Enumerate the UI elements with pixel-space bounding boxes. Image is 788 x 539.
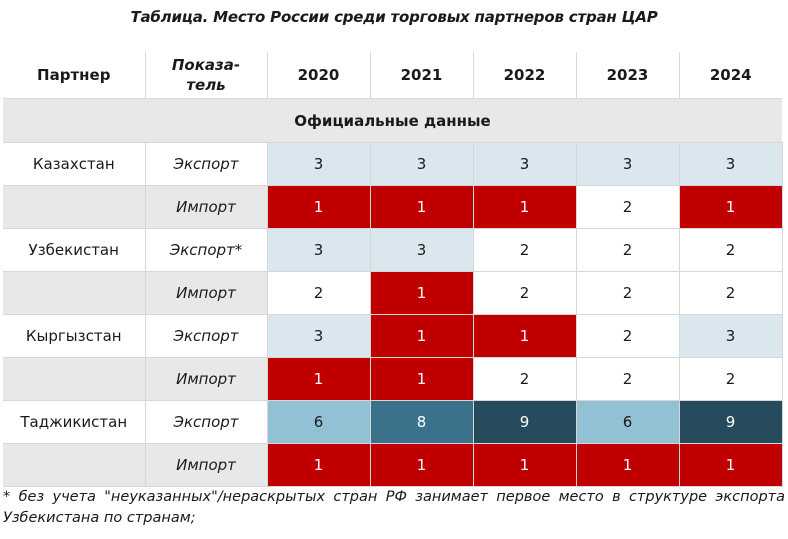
partner-cell [3, 271, 146, 315]
rank-cell: 2 [678, 357, 783, 401]
rank-cell: 3 [369, 142, 474, 186]
rank-cell: 1 [369, 443, 474, 487]
rank-cell: 2 [678, 271, 783, 315]
rank-cell: 2 [472, 271, 577, 315]
section-label: Официальные данные [3, 98, 782, 143]
rank-cell: 1 [266, 357, 371, 401]
rank-cell: 1 [369, 314, 474, 358]
indicator-cell: Импорт [144, 443, 268, 487]
header-indicator: Показа-тель [144, 52, 267, 99]
partner-cell [3, 357, 146, 401]
table-row: Узбекистан Экспорт* 3 3 2 2 2 [3, 228, 783, 272]
rank-cell: 3 [369, 228, 474, 272]
table-row: Импорт 1 1 1 2 1 [3, 185, 783, 229]
footnote: * без учета "неуказанных"/нераскрытых ст… [3, 489, 785, 526]
header-year: 2020 [266, 52, 370, 99]
table-row: Казахстан Экспорт 3 3 3 3 3 [3, 142, 783, 186]
rank-cell: 9 [472, 400, 577, 444]
table-row: Импорт 1 1 1 1 1 [3, 443, 783, 487]
rank-cell: 2 [575, 185, 680, 229]
rank-cell: 2 [266, 271, 371, 315]
rank-cell: 6 [266, 400, 371, 444]
rank-cell: 6 [575, 400, 680, 444]
rank-cell: 2 [575, 228, 680, 272]
rank-cell: 1 [575, 443, 680, 487]
section-row: Официальные данные [3, 98, 782, 143]
rank-cell: 2 [575, 314, 680, 358]
indicator-cell: Импорт [144, 357, 268, 401]
partner-cell: Таджикистан [3, 400, 146, 444]
header-row: Партнер Показа-тель 2020 2021 2022 2023 … [3, 52, 782, 99]
partner-cell: Кыргызстан [3, 314, 146, 358]
table-title: Таблица. Место России среди торговых пар… [130, 8, 658, 26]
table-row: Импорт 2 1 2 2 2 [3, 271, 783, 315]
rank-cell: 2 [575, 357, 680, 401]
header-year: 2022 [472, 52, 576, 99]
rank-cell: 1 [266, 443, 371, 487]
rank-cell: 9 [678, 400, 783, 444]
table-row: Кыргызстан Экспорт 3 1 1 2 3 [3, 314, 783, 358]
rank-cell: 3 [266, 228, 371, 272]
rank-cell: 3 [678, 314, 783, 358]
rank-cell: 3 [575, 142, 680, 186]
rank-cell: 3 [678, 142, 783, 186]
header-year: 2021 [369, 52, 473, 99]
rank-cell: 3 [266, 314, 371, 358]
header-partner: Партнер [37, 66, 111, 84]
indicator-cell: Экспорт [144, 142, 268, 186]
russia-trade-rank-table: Партнер Показа-тель 2020 2021 2022 2023 … [3, 52, 783, 487]
rank-cell: 1 [369, 357, 474, 401]
rank-cell: 3 [266, 142, 371, 186]
header-year: 2024 [678, 52, 782, 99]
indicator-cell: Экспорт [144, 400, 268, 444]
rank-cell: 1 [369, 185, 474, 229]
indicator-cell: Импорт [144, 185, 268, 229]
rank-cell: 1 [678, 185, 783, 229]
indicator-cell: Экспорт* [144, 228, 268, 272]
rank-cell: 2 [472, 357, 577, 401]
rank-cell: 2 [678, 228, 783, 272]
rank-cell: 3 [472, 142, 577, 186]
rank-cell: 1 [266, 185, 371, 229]
rank-cell: 1 [472, 314, 577, 358]
rank-cell: 1 [369, 271, 474, 315]
indicator-cell: Экспорт [144, 314, 268, 358]
table-row: Импорт 1 1 2 2 2 [3, 357, 783, 401]
rank-cell: 1 [472, 185, 577, 229]
table-row: Таджикистан Экспорт 6 8 9 6 9 [3, 400, 783, 444]
partner-cell: Казахстан [3, 142, 146, 186]
header-indicator-line2: тель [186, 76, 226, 94]
rank-cell: 1 [678, 443, 783, 487]
header-indicator-line1: Показа- [171, 56, 241, 74]
rank-cell: 8 [369, 400, 474, 444]
rank-cell: 2 [472, 228, 577, 272]
partner-cell [3, 443, 146, 487]
partner-cell: Узбекистан [3, 228, 146, 272]
partner-cell [3, 185, 146, 229]
header-year: 2023 [575, 52, 679, 99]
rank-cell: 2 [575, 271, 680, 315]
rank-cell: 1 [472, 443, 577, 487]
indicator-cell: Импорт [144, 271, 268, 315]
